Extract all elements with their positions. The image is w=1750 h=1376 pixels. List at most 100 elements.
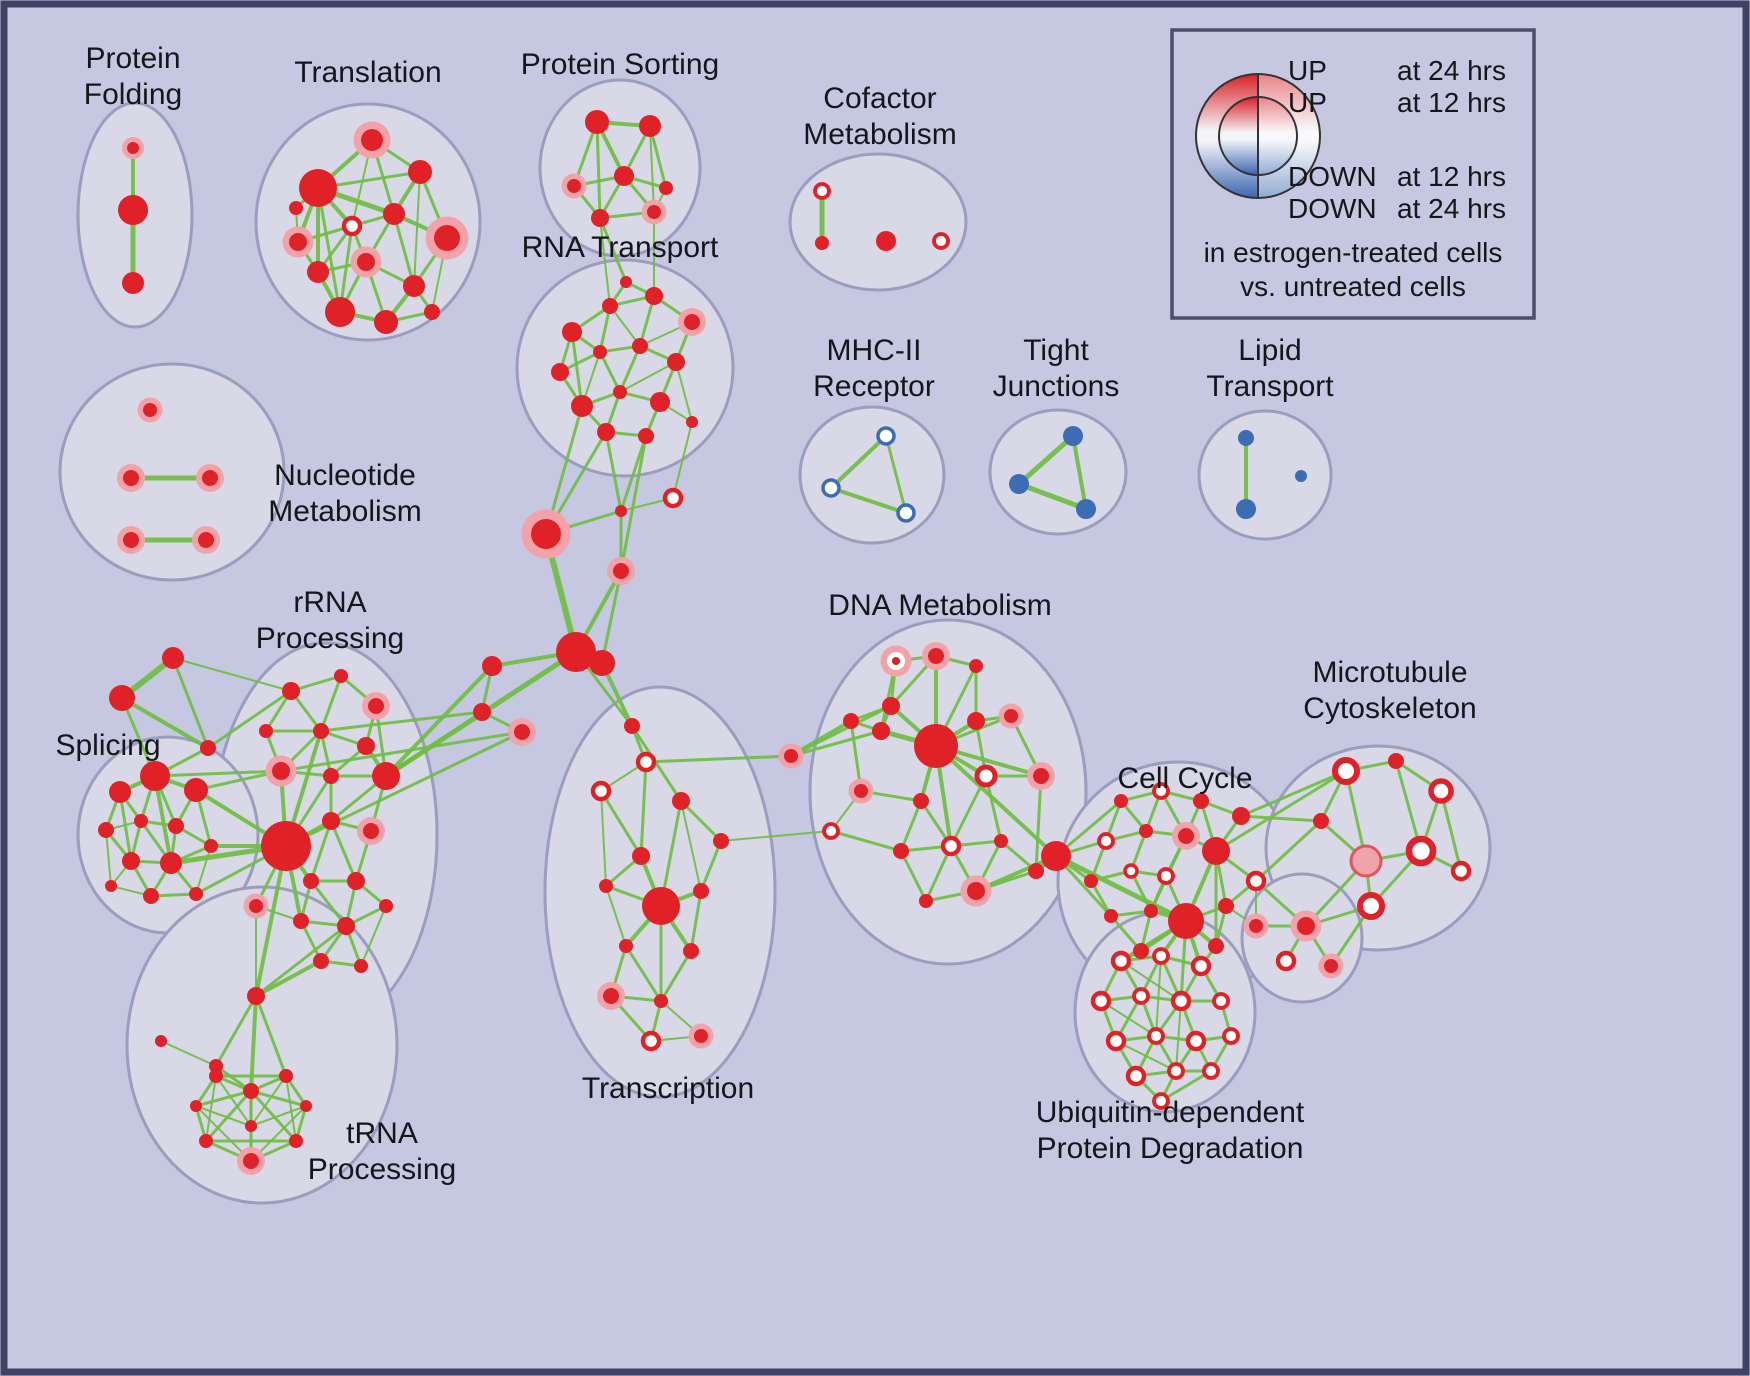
node-core bbox=[602, 298, 618, 314]
node-red-with-pink-halo bbox=[1290, 910, 1322, 942]
node-core bbox=[1033, 768, 1049, 784]
edge bbox=[630, 724, 683, 803]
node-white-center-red-ring bbox=[590, 780, 612, 802]
node-core bbox=[322, 812, 340, 830]
node-red-with-pink-halo bbox=[425, 216, 469, 260]
node-solid-red-up bbox=[190, 1100, 202, 1112]
edge bbox=[1053, 853, 1189, 924]
node-solid-red-up bbox=[325, 297, 355, 327]
node-core bbox=[556, 632, 596, 672]
node-solid-red-up bbox=[815, 236, 829, 250]
edge bbox=[680, 800, 702, 892]
node-core bbox=[109, 781, 131, 803]
node-solid-red-up bbox=[683, 943, 699, 959]
node-core bbox=[1123, 863, 1139, 879]
node-solid-red-up bbox=[374, 310, 398, 334]
node-solid-red-up bbox=[642, 887, 680, 925]
legend-time-2: at 12 hrs bbox=[1397, 161, 1506, 192]
node-core bbox=[1144, 904, 1158, 918]
label-cofactor-metabolism: Metabolism bbox=[803, 118, 956, 151]
legend-key-1: UP bbox=[1288, 87, 1327, 118]
node-red-with-pink-halo bbox=[848, 778, 874, 804]
node-white-center-red-ring bbox=[662, 487, 684, 509]
node-core bbox=[589, 650, 615, 676]
edge bbox=[624, 944, 663, 1003]
node-white-center-red-ring bbox=[1167, 1062, 1185, 1080]
node-core bbox=[1110, 950, 1132, 972]
edge bbox=[600, 569, 623, 665]
node-core bbox=[624, 718, 640, 734]
edge bbox=[319, 710, 484, 733]
node-solid-red-up bbox=[259, 724, 273, 738]
node-core bbox=[118, 195, 148, 225]
node-core bbox=[357, 253, 375, 271]
node-red-with-pink-halo bbox=[350, 246, 382, 278]
node-core bbox=[1125, 1065, 1147, 1087]
node-core bbox=[134, 814, 148, 828]
node-solid-red-up bbox=[1133, 943, 1149, 959]
node-red-with-pink-halo bbox=[998, 703, 1024, 729]
edge bbox=[118, 790, 133, 863]
node-white-center-red-ring bbox=[1331, 756, 1361, 786]
node-core bbox=[585, 110, 609, 134]
node-core bbox=[1295, 470, 1307, 482]
edge bbox=[689, 889, 703, 953]
node-core bbox=[243, 1153, 259, 1169]
label-trna-processing: Processing bbox=[308, 1153, 456, 1186]
node-core bbox=[940, 835, 962, 857]
node-solid-red-up bbox=[109, 685, 135, 711]
node-core bbox=[282, 682, 300, 700]
node-red-with-pink-halo bbox=[192, 526, 220, 554]
node-solid-red-up bbox=[619, 939, 633, 953]
node-core bbox=[123, 532, 139, 548]
node-core bbox=[1356, 891, 1386, 921]
node-solid-red-up bbox=[482, 656, 502, 676]
node-core bbox=[1222, 1027, 1240, 1045]
node-solid-red-up bbox=[122, 272, 144, 294]
node-red-with-pink-halo bbox=[597, 982, 625, 1010]
edge bbox=[329, 819, 358, 883]
node-core bbox=[613, 563, 629, 579]
node-red-with-pink-halo bbox=[960, 875, 992, 907]
node-red-with-pink-halo bbox=[561, 173, 587, 199]
node-core bbox=[143, 403, 157, 417]
node-solid-blue-down bbox=[1236, 499, 1256, 519]
label-microtubule-cytoskeleton: Microtubule bbox=[1312, 656, 1467, 689]
node-core bbox=[1275, 950, 1297, 972]
node-red-with-pink-halo bbox=[362, 692, 390, 720]
legend-time-1: at 12 hrs bbox=[1397, 87, 1506, 118]
node-solid-red-up bbox=[1168, 903, 1204, 939]
node-white-center-blue-ring bbox=[896, 503, 916, 523]
node-white-center-red-ring bbox=[1097, 832, 1115, 850]
node-core bbox=[1450, 860, 1472, 882]
label-lipid-transport: Transport bbox=[1206, 370, 1334, 403]
node-white-center-red-ring bbox=[1222, 1027, 1240, 1045]
node-solid-red-up bbox=[615, 505, 627, 517]
node-red-with-pink-halo bbox=[243, 893, 269, 919]
node-solid-red-up bbox=[408, 160, 432, 184]
node-solid-red-up bbox=[613, 385, 627, 399]
edge bbox=[172, 657, 292, 692]
node-core bbox=[994, 834, 1008, 848]
edge bbox=[609, 305, 641, 347]
node-white-center-blue-ring bbox=[821, 478, 841, 498]
edge bbox=[105, 829, 112, 887]
node-core bbox=[289, 201, 303, 215]
node-core bbox=[514, 724, 530, 740]
node-core bbox=[1185, 1030, 1207, 1052]
edge bbox=[160, 1040, 217, 1067]
node-solid-red-up bbox=[650, 392, 670, 412]
node-solid-red-up bbox=[562, 322, 582, 342]
node-core bbox=[821, 478, 841, 498]
node-white-center-red-ring bbox=[1157, 867, 1175, 885]
node-core bbox=[1004, 709, 1018, 723]
edge bbox=[1016, 433, 1076, 487]
node-core bbox=[299, 169, 337, 207]
node-core bbox=[1090, 990, 1112, 1012]
node-core bbox=[204, 839, 218, 853]
node-solid-red-up bbox=[602, 298, 618, 314]
node-core bbox=[1028, 863, 1044, 879]
node-core bbox=[368, 698, 384, 714]
node-core bbox=[683, 943, 699, 959]
node-solid-red-up bbox=[1388, 753, 1404, 769]
